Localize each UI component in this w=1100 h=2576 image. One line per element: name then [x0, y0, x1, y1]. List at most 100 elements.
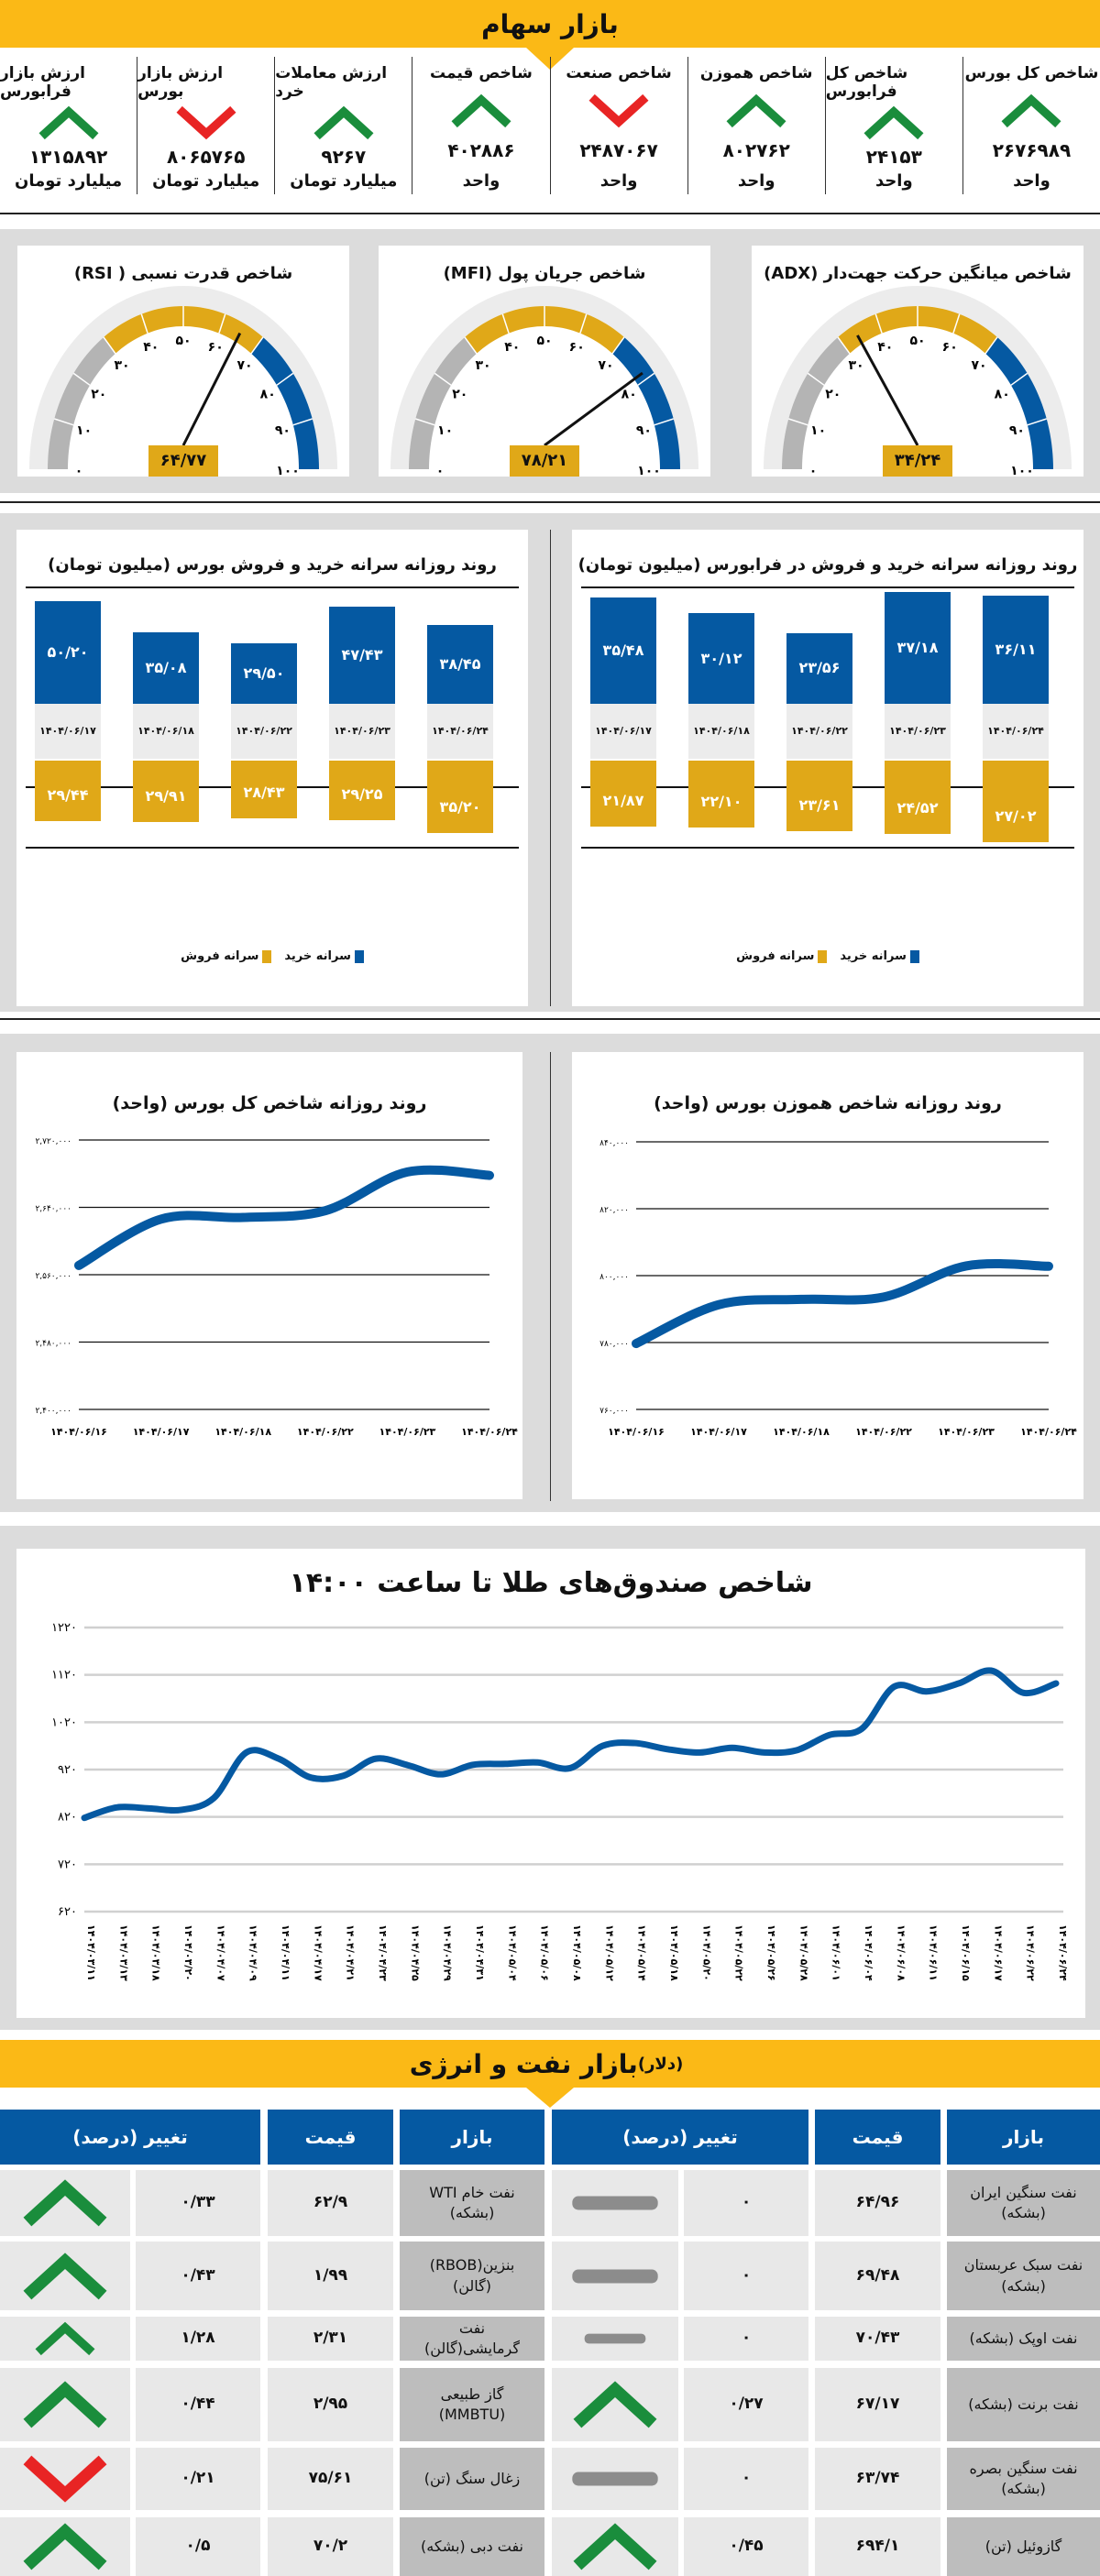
market-name: نفت سنگین بصره (بشکه) [947, 2448, 1100, 2510]
gauge-tick-label: ۶۰ [942, 340, 958, 355]
chevron-down-icon [588, 93, 649, 128]
y-tick-label: ۲,۵۶۰,۰۰۰ [35, 1272, 72, 1281]
gauge: ۰ ۱۰ ۲۰ ۳۰ ۴۰ ۵۰ ۶۰ ۷۰ ۸۰ ۹۰ ۱۰۰ [764, 286, 1072, 477]
legend-label: سرانه فروش [181, 949, 259, 963]
chart-title: روند روزانه شاخص کل بورس (واحد) [112, 1093, 427, 1113]
chart-title: روند روزانه سرانه خرید و فروش در فرابورس… [578, 555, 1078, 575]
gauge-title: شاخص میانگین حرکت جهت‌دار (ADX) [764, 264, 1072, 283]
x-tick-label: ۱۴۰۴/۰۵/۲۸ [798, 1924, 809, 1981]
legend-swatch [909, 949, 919, 963]
buy-bar-label: ۴۷/۴۳ [341, 646, 383, 664]
line-chart-card: شاخص صندوق‌های طلا تا ساعت ۱۴:۰۰ ۶۲۰ ۷۲۰ ۸۲… [16, 1549, 1085, 2018]
market-change: ۰ [684, 2242, 808, 2310]
x-tick-label: ۱۴۰۴/۰۶/۲۲ [1025, 1924, 1037, 1981]
sell-bar-label: ۳۵/۲۰ [439, 797, 481, 816]
x-tick-label: ۱۴۰۴/۰۶/۲۳ [380, 1426, 436, 1438]
x-tick-label: ۱۴۰۴/۰۳/۱۱ [85, 1924, 97, 1981]
chevron-up-icon [23, 2179, 107, 2227]
line-chart-plot: ۲,۴۰۰,۰۰۰ ۲,۴۸۰,۰۰۰ ۲,۵۶۰,۰۰۰ ۲,۶۴۰,۰۰۰ ۲,۷۲… [35, 1137, 518, 1438]
legend-item: سرانه فروش [736, 949, 828, 963]
gauge-tick-label: ۱۰۰ [276, 464, 300, 477]
gauge-tick-label: ۰ [436, 464, 445, 477]
gauge-outer-band [764, 286, 1072, 469]
index-unit: میلیارد تومان [152, 170, 260, 191]
gauge-needle [544, 371, 644, 447]
market-price: ۶۲/۹ [268, 2170, 393, 2236]
market-price: ۶۹/۴۸ [815, 2242, 940, 2310]
market-name: نفت سنگین ایران (بشکه) [947, 2170, 1100, 2236]
line-chart-card: روند روزانه شاخص کل بورس (واحد) ۲,۴۰۰,۰۰۰… [16, 1052, 522, 1499]
x-tick-label: ۱۴۰۴/۰۳/۱۸ [150, 1924, 162, 1981]
chart-legend: سرانه خرید سرانه فروش [572, 949, 1084, 963]
sell-bar-label: ۲۱/۸۷ [602, 791, 644, 809]
gauge-tick-label: ۳۰ [475, 358, 490, 373]
gauge-high-band [251, 336, 319, 469]
x-tick-label: ۱۴۰۴/۰۵/۲۲ [733, 1924, 745, 1981]
index-value: ۲۶۷۶۹۸۹ [992, 139, 1072, 161]
gauge-high-band [985, 336, 1053, 469]
gauge-tick-label: ۳۰ [114, 358, 129, 373]
buy-bar-label: ۳۶/۱۱ [995, 640, 1037, 658]
market-change: ۰/۴۳ [136, 2242, 260, 2310]
market-name: بنزین(RBOB) (گالن) [400, 2242, 544, 2310]
date-label: ۱۴۰۴/۰۶/۲۲ [231, 704, 297, 759]
gauge-tick-label: ۴۰ [143, 340, 159, 355]
trend-cell [0, 2317, 130, 2361]
sell-bar-label: ۲۴/۵۲ [896, 799, 939, 817]
legend-swatch [354, 949, 364, 963]
gauge-tick-label: ۴۰ [877, 340, 893, 355]
x-tick-label: ۱۴۰۴/۰۴/۳۱ [474, 1924, 486, 1981]
separator [550, 530, 551, 1006]
buy-bar-label: ۳۰/۱۲ [700, 649, 742, 667]
gauge-tick-label: ۴۰ [504, 340, 520, 355]
series-line [632, 1259, 1053, 1349]
chevron-up-icon [314, 106, 374, 140]
index-unit: میلیارد تومان [290, 170, 398, 191]
chart-title: روند روزانه شاخص هموزن بورس (واحد) [654, 1093, 1002, 1113]
sell-bar-label: ۲۷/۰۲ [995, 806, 1037, 825]
x-tick-label: ۱۴۰۴/۰۶/۱۸ [214, 1426, 271, 1438]
x-tick-label: ۱۴۰۴/۰۶/۲۳ [938, 1426, 995, 1438]
date-label: ۱۴۰۴/۰۶/۱۷ [35, 704, 101, 759]
market-name: نفت برنت (بشکه) [947, 2368, 1100, 2441]
sell-bar-label: ۲۸/۴۳ [243, 784, 285, 802]
legend-label: سرانه خرید [284, 949, 351, 963]
gauge-tick-label: ۸۰ [260, 388, 276, 402]
chart-rule [581, 586, 1074, 588]
index-label: شاخص قیمت [429, 64, 533, 82]
divider [0, 1018, 1100, 1020]
market-price: ۶۴/۹۶ [815, 2170, 940, 2236]
chart-rule [26, 586, 519, 588]
y-tick-label: ۷۸۰,۰۰۰ [600, 1340, 629, 1349]
x-tick-label: ۱۴۰۴/۰۵/۲۰ [700, 1924, 712, 1981]
line-chart-plot: ۷۶۰,۰۰۰ ۷۸۰,۰۰۰ ۸۰۰,۰۰۰ ۸۲۰,۰۰۰ ۸۴۰,۰۰۰ ۱۴۰۴/… [600, 1139, 1077, 1438]
trend-cell [552, 2448, 678, 2510]
buy-bar [133, 631, 199, 704]
y-tick-label: ۸۲۰ [58, 1811, 77, 1825]
gauge-tick-label: ۶۰ [208, 340, 224, 355]
stock-index-cell: ارزش معاملات خرد ۹۲۶۷ میلیارد تومان [274, 57, 412, 194]
x-tick-label: ۱۴۰۴/۰۶/۱۷ [133, 1426, 190, 1438]
chevron-down-icon [176, 106, 236, 140]
x-tick-label: ۱۴۰۴/۰۵/۰۶ [539, 1924, 551, 1981]
y-tick-label: ۱۱۲۰ [51, 1669, 77, 1683]
date-label: ۱۴۰۴/۰۶/۲۳ [329, 704, 395, 759]
sell-bar-label: ۲۹/۲۵ [341, 785, 383, 804]
separator [550, 1052, 551, 1501]
gauge-needle [856, 334, 919, 446]
index-label: شاخص صنعت [566, 64, 672, 82]
y-tick-label: ۲,۷۲۰,۰۰۰ [35, 1137, 72, 1146]
trend-cell [552, 2242, 678, 2310]
chevron-up-icon [23, 2252, 107, 2299]
y-tick-label: ۶۲۰ [58, 1905, 77, 1919]
buy-bar [688, 613, 754, 704]
market-change: ۰ [684, 2170, 808, 2236]
market-change: ۱/۲۸ [136, 2317, 260, 2361]
buy-bar [786, 632, 852, 704]
index-label: شاخص هموزن [699, 64, 813, 82]
chevron-up-icon [23, 2523, 107, 2571]
chevron-up-icon [38, 106, 99, 140]
bar-chart-card: روند روزانه سرانه خرید و فروش در فرابورس… [572, 530, 1084, 1118]
sell-bar [133, 761, 199, 822]
header-change: تغییر (درصد) [552, 2110, 808, 2165]
